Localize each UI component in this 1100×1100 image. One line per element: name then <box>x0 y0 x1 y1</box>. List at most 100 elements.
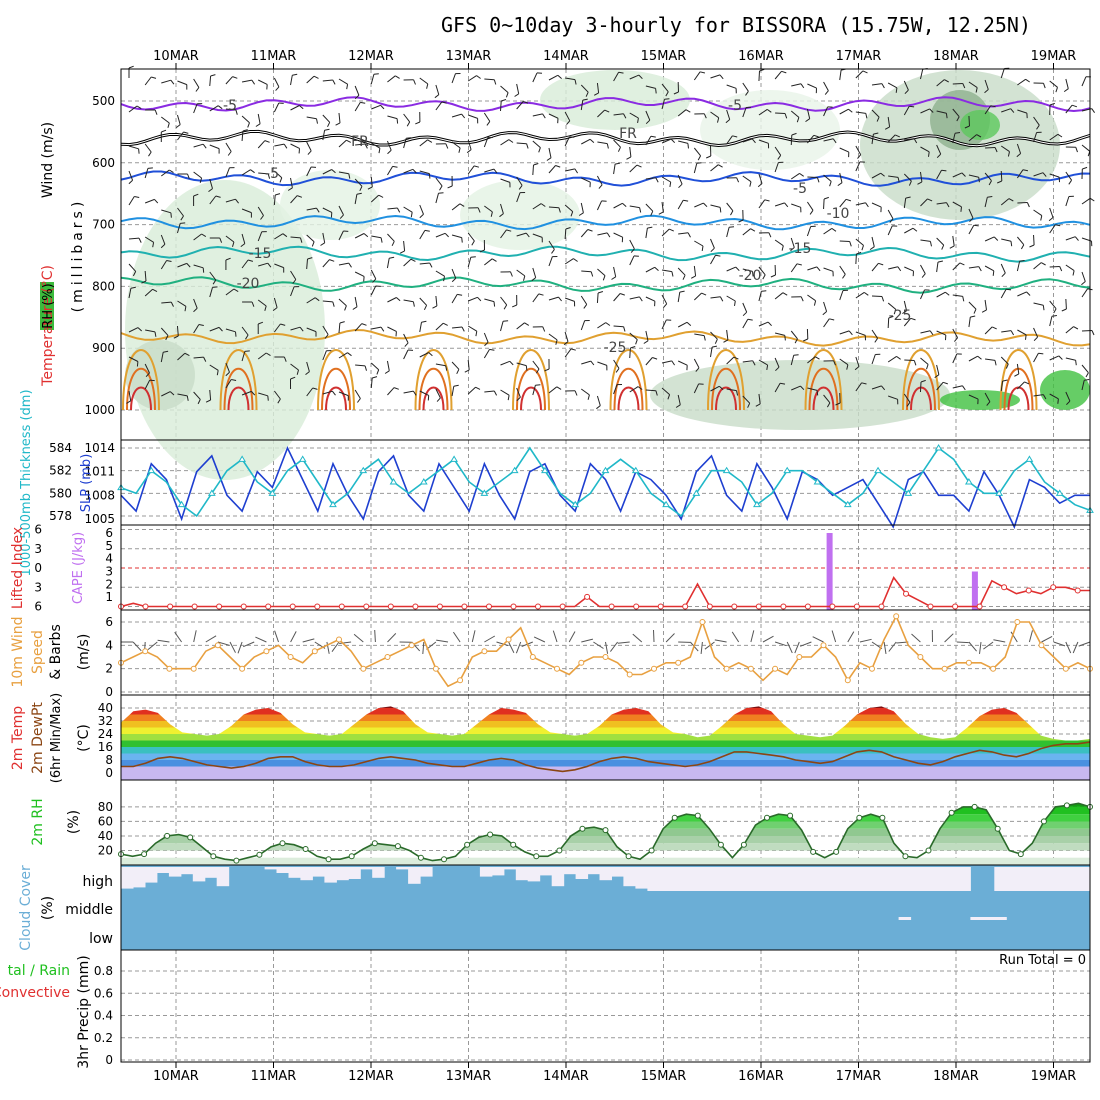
wind-barb-flag <box>327 122 331 128</box>
wind-barb <box>597 361 607 366</box>
wind-barb <box>386 360 390 371</box>
date-label-top: 12MAR <box>348 49 394 64</box>
wind-barb-flag <box>941 169 947 172</box>
wind-barb <box>823 301 828 312</box>
wind-barb <box>952 294 963 297</box>
date-label-top: 13MAR <box>446 49 492 64</box>
wind-barb <box>726 295 736 302</box>
wind-barb-flag <box>1010 108 1015 113</box>
rh-point <box>717 841 724 848</box>
wind-barb <box>290 195 298 204</box>
wind-barb-flag <box>902 310 907 315</box>
lifted-index-point <box>265 603 272 610</box>
wind-barb-flag <box>781 70 787 74</box>
wind-barb-flag <box>170 212 172 218</box>
temperature-band <box>121 740 1090 747</box>
wind-barb <box>1033 234 1035 246</box>
wind-barb-flag <box>791 132 797 136</box>
wind-speed-point <box>481 648 488 655</box>
wind-barb-flag <box>1058 355 1063 360</box>
wind-barb <box>177 300 187 307</box>
pressure-tick-label: 700 <box>92 218 115 232</box>
wind-barb-flag <box>134 196 140 198</box>
wind-barb-flag <box>506 229 512 232</box>
wind-barb-flag <box>419 213 424 219</box>
wind-barb-flag <box>675 404 681 408</box>
wind-barb <box>952 108 960 118</box>
wind-barb-flag <box>596 405 601 410</box>
thickness-tick-label: 578 <box>49 509 72 523</box>
wind-barb <box>774 292 784 300</box>
temperature-band <box>121 753 1090 760</box>
wind-barb-flag <box>842 274 846 279</box>
wind-barb <box>710 74 721 79</box>
temp-tick-label: 32 <box>98 714 113 728</box>
wind-barb-flag <box>233 288 239 293</box>
wind-barb-flag <box>227 151 232 156</box>
wind-barb <box>1033 209 1043 217</box>
temp-label-3: (6hr Min/Max) <box>49 693 64 783</box>
wind-barb <box>548 386 558 394</box>
contour-label: -20 <box>237 276 260 292</box>
wind-barb <box>225 198 236 203</box>
surface-wind-barb <box>665 633 675 643</box>
wind-barb <box>322 130 326 141</box>
wind-barb-flag <box>219 237 223 243</box>
wind-barb <box>888 395 898 400</box>
wind-barb-flag <box>862 70 868 74</box>
cloud-high-gap <box>802 867 816 891</box>
wind-barb <box>903 106 910 116</box>
wind-barb-flag <box>718 164 723 168</box>
temp-label-1: 2m Temp <box>10 706 26 770</box>
wind-barb <box>581 177 591 183</box>
wind-barb-flag <box>1038 352 1044 355</box>
wind-barb <box>597 141 608 145</box>
wind-barb-flag <box>732 135 738 138</box>
wind-speed-point <box>723 665 730 672</box>
wind-barb-flag <box>225 371 230 377</box>
wind-barb-flag <box>602 275 606 281</box>
wind-barb <box>1065 357 1076 361</box>
wind-barb <box>273 297 278 308</box>
rh-tick-label: 60 <box>98 814 113 828</box>
cloud-middle-gap <box>994 917 1007 920</box>
wind-barb <box>1033 116 1040 126</box>
wind-barb <box>806 226 812 237</box>
wind-barb <box>758 70 760 82</box>
wind-barb <box>1000 263 1006 274</box>
wind-barb-flag <box>725 119 731 124</box>
wind-barb <box>564 204 574 212</box>
wind-barb <box>467 75 477 82</box>
date-label-top: 19MAR <box>1031 49 1077 64</box>
wind-barb-flag <box>816 266 821 272</box>
thickness-point <box>753 500 761 508</box>
wind-barb <box>161 209 172 214</box>
wind-speed-point <box>893 613 900 620</box>
surface-wind-barb <box>274 630 279 643</box>
wind-barb-flag <box>280 323 286 326</box>
rh-shading <box>280 170 380 240</box>
wind-barb-flag <box>701 245 704 251</box>
wind-barb <box>887 82 898 89</box>
wind-barb <box>370 194 379 203</box>
rh-point <box>925 847 932 854</box>
wind-barb-flag <box>1006 288 1012 291</box>
wind-barb <box>985 147 996 149</box>
wind-barb <box>936 79 945 87</box>
wind-barb-flag <box>1014 373 1020 377</box>
wind-barb-flag <box>312 387 318 390</box>
wind-barb <box>387 75 396 83</box>
wind-barb <box>161 301 172 304</box>
wind-barb-flag <box>372 278 377 283</box>
lifted-index-point <box>289 603 296 610</box>
wind-barb-flag <box>432 305 438 309</box>
wind-barb-flag <box>461 237 463 243</box>
cloud-middle-gap <box>982 917 995 920</box>
rh-point <box>510 841 517 848</box>
thickness-point <box>813 478 822 485</box>
wind-barb <box>1033 327 1039 338</box>
wind-barb-flag <box>701 292 707 296</box>
wind-barb-flag <box>673 91 679 95</box>
wind-barb-flag <box>854 366 860 371</box>
wind-barb <box>548 333 558 341</box>
